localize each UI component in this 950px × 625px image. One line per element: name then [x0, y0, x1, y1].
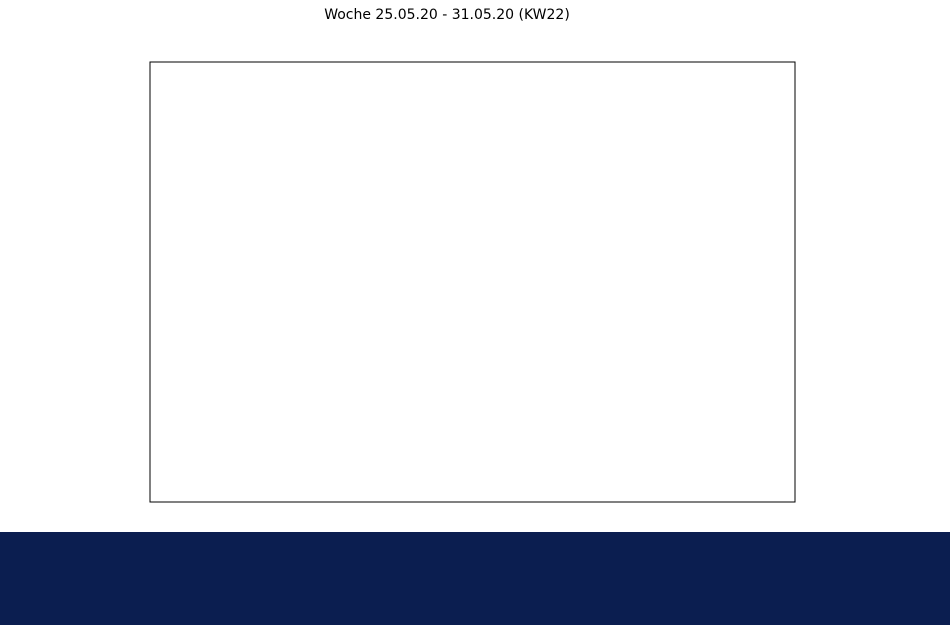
plot-area [149, 61, 796, 503]
table [0, 532, 950, 625]
table-background [0, 532, 950, 625]
chart-title: Woche 25.05.20 - 31.05.20 (KW22) [324, 7, 570, 23]
